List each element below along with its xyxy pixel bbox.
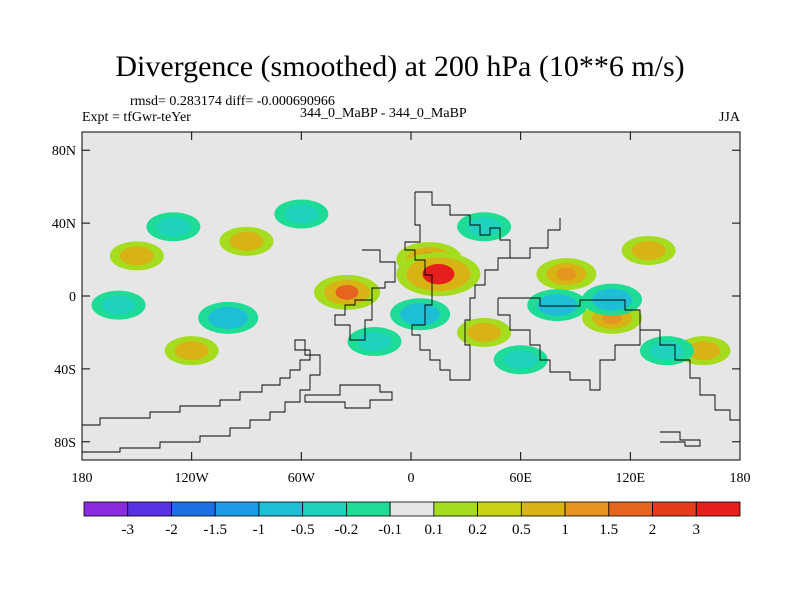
- colorbar-label: 2: [649, 522, 657, 538]
- colorbar-label: -1.5: [203, 522, 227, 538]
- colorbar-label: 1: [561, 522, 569, 538]
- stats-line: rmsd= 0.283174 diff= -0.000690966: [130, 94, 335, 109]
- coastline-australia: [497, 297, 641, 391]
- coastline-antarctica: [82, 339, 321, 453]
- colorbar-boxes: [83, 501, 741, 517]
- field-core: [218, 311, 239, 325]
- field-cell: [101, 295, 136, 315]
- coastline-asia: [510, 218, 561, 259]
- colorbar-box: [652, 501, 697, 517]
- colorbar-box: [214, 501, 260, 517]
- center-label: 344_0_MaBP - 344_0_MaBP: [300, 106, 467, 121]
- colorbar-label: 0.1: [424, 522, 443, 538]
- coastline-africa-europe: [404, 191, 511, 381]
- y-tick-label: 40S: [54, 363, 76, 378]
- y-tick-label: 0: [69, 290, 76, 305]
- x-tick-label: 60E: [509, 471, 532, 486]
- x-tick-label: 120W: [175, 471, 210, 486]
- x-tick-label: 60W: [288, 471, 316, 486]
- colorbar-label: 3: [693, 522, 701, 538]
- field-cell: [467, 322, 502, 342]
- colorbar-label: -0.2: [335, 522, 359, 538]
- coastline-antarctica-west: [304, 384, 393, 409]
- field-core: [547, 298, 568, 312]
- colorbar-label: -0.1: [378, 522, 402, 538]
- left-label: Expt = tfGwr-teYer: [82, 110, 191, 125]
- field-core: [335, 284, 359, 300]
- y-tick-label: 40N: [52, 217, 76, 232]
- colorbar-label: -3: [121, 522, 134, 538]
- x-tick-label: 0: [408, 471, 415, 486]
- colorbar-box: [258, 501, 304, 517]
- field-cell: [156, 217, 191, 237]
- x-tick-label: 120E: [616, 471, 646, 486]
- colorbar-box: [345, 501, 391, 517]
- colorbar-label: 1.5: [599, 522, 618, 538]
- coastlines: [82, 191, 740, 453]
- field-core: [556, 267, 577, 281]
- right-label: JJA: [718, 110, 740, 125]
- axis-ticks: 180 120W 60W 0 60E 120E 180 80N 40N 0 40S 80S: [52, 132, 751, 486]
- colorbar-box: [433, 501, 479, 517]
- field-core: [422, 263, 455, 285]
- field-cell: [174, 341, 209, 361]
- divergence-field: [91, 199, 731, 375]
- colorbar-label: -0.5: [291, 522, 315, 538]
- colorbar-box: [389, 501, 435, 517]
- field-cell: [467, 217, 502, 237]
- colorbar-box: [127, 501, 172, 517]
- colorbar-labels: -3 -2 -1.5 -1 -0.5 -0.2 -0.1 0.1 0.2 0.5 1 1.5 2 3: [121, 522, 700, 538]
- colorbar-box: [564, 501, 610, 517]
- field-cell: [119, 246, 154, 266]
- field-cell: [357, 332, 392, 352]
- colorbar-label: 0.5: [512, 522, 531, 538]
- colorbar-box: [477, 501, 522, 517]
- coastline-south-america: [334, 249, 396, 341]
- field-cell: [631, 240, 666, 260]
- colorbar-box: [83, 501, 129, 517]
- colorbar-box: [695, 501, 741, 517]
- colorbar-box: [171, 501, 216, 517]
- y-tick-label: 80S: [54, 436, 76, 451]
- field-cell: [229, 231, 264, 251]
- colorbar-label: -1: [253, 522, 266, 538]
- field-cell: [686, 341, 721, 361]
- colorbar-label: 0.2: [468, 522, 487, 538]
- colorbar-box: [608, 501, 653, 517]
- x-tick-label: 180: [72, 471, 93, 486]
- x-tick-label: 180: [730, 471, 751, 486]
- coastline-far-south: [660, 431, 701, 447]
- field-cell: [503, 350, 538, 370]
- colorbar-label: -2: [165, 522, 178, 538]
- chart-title: Divergence (smoothed) at 200 hPa (10**6 …: [115, 50, 685, 83]
- colorbar-box: [302, 501, 347, 517]
- colorbar-box: [520, 501, 566, 517]
- coastline-east: [640, 329, 740, 421]
- y-tick-label: 80N: [52, 144, 76, 159]
- field-cell: [284, 204, 319, 224]
